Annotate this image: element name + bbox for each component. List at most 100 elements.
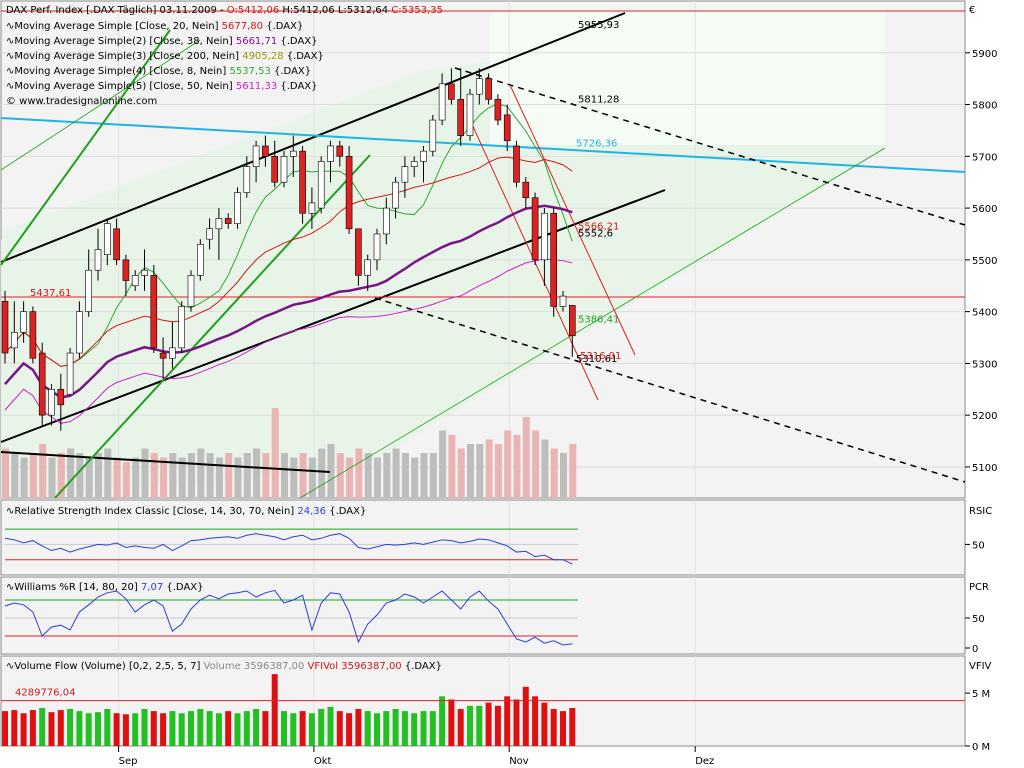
price-tick-label: 5700	[972, 152, 997, 163]
volume-flow-bar	[188, 711, 194, 746]
volume-flow-bar	[234, 713, 241, 746]
volume-flow-bar	[401, 711, 408, 746]
green-steep-line-1	[0, 29, 171, 266]
candle-body	[206, 228, 213, 240]
volume-flow-bar	[364, 711, 371, 746]
volume-flow-bar	[262, 711, 269, 746]
volume-flow-bar	[150, 711, 157, 746]
price-volume-bar	[485, 439, 493, 498]
price-volume-bar	[336, 453, 344, 498]
candle-body	[187, 275, 195, 307]
rsi-line	[4, 533, 573, 565]
price-volume-bar	[374, 457, 381, 498]
volume-flow-bar	[178, 713, 185, 746]
candle-body	[29, 311, 37, 359]
volume-flow-bar	[550, 709, 557, 746]
williams-tick-label: 0	[972, 644, 978, 655]
ma38-line	[4, 204, 573, 399]
price-volume-bar	[429, 453, 437, 498]
candle-body	[141, 269, 148, 276]
rsi-tick-label: 50	[972, 540, 985, 551]
volume-flow-bar	[541, 702, 548, 746]
price-volume-bar	[318, 448, 326, 498]
volume-flow-bar	[318, 709, 325, 746]
volume-flow-bar	[67, 709, 74, 746]
legend-entry: ∿Moving Average Simple(2) [Close, 38, Ne…	[6, 36, 318, 47]
volume-flow-bar	[504, 696, 511, 746]
volume-flow-bar	[225, 711, 232, 746]
currency-label: €	[969, 5, 975, 16]
volume-flow-bar	[290, 713, 297, 746]
volume-flow-bar	[132, 713, 139, 746]
price-tick-label: 5600	[972, 204, 997, 215]
rsi-panel	[0, 499, 966, 576]
candle-body	[159, 352, 167, 359]
volume-flow-bar	[95, 712, 101, 746]
candle-body	[327, 145, 334, 162]
price-volume-bar	[494, 444, 502, 498]
price-volume-bar	[271, 408, 279, 498]
volume-flow-bar	[271, 674, 278, 746]
upper-dashed-line	[454, 67, 966, 226]
candle-body	[280, 156, 288, 183]
lower-dashed-line	[374, 297, 966, 483]
price-tick-label: 5900	[972, 49, 997, 60]
candle-body	[392, 181, 399, 209]
price-volume-bar	[113, 457, 121, 498]
price-tick-label: 5500	[972, 256, 997, 267]
williams-panel	[0, 576, 966, 655]
price-volume-bar	[467, 444, 474, 498]
candle-body	[215, 218, 223, 230]
volume-flow-bar	[39, 707, 46, 746]
volume-flow-bar	[420, 711, 427, 746]
candle-body	[252, 145, 260, 167]
price-volume-bar	[215, 457, 223, 498]
price-header-text: DAX Perf. Index [.DAX Täglich] 03.11.200…	[6, 5, 443, 16]
volume-flow-bar	[569, 707, 576, 746]
price-volume-bar	[95, 453, 102, 498]
price-annotation: 5437,61	[30, 288, 71, 299]
price-volume-bar	[160, 457, 168, 498]
price-volume-bar	[150, 453, 158, 498]
price-volume-bar	[560, 453, 567, 498]
candle-body	[131, 275, 139, 287]
candle-body	[271, 156, 279, 183]
candle-body	[401, 166, 409, 183]
candle-body	[48, 388, 55, 416]
x-tick-label: Dez	[695, 756, 714, 767]
candle-body	[85, 269, 92, 312]
price-volume-bar	[104, 448, 112, 498]
candle-body	[94, 249, 102, 271]
candle-body	[466, 93, 474, 136]
candle-body	[531, 197, 539, 261]
candle-body	[513, 145, 520, 183]
candle-body	[503, 114, 511, 142]
ma8-line	[4, 103, 573, 367]
price-volume-bar	[569, 444, 577, 498]
volume-flow-bar	[169, 711, 176, 746]
price-header: DAX Perf. Index [.DAX Täglich] 03.11.200…	[6, 5, 443, 107]
candle-body	[317, 161, 325, 209]
price-volume-bar	[522, 417, 530, 498]
price-tick-label: 5300	[972, 359, 997, 370]
price-tick-label: 5100	[972, 463, 997, 474]
volume-axis-title: VFIV	[969, 661, 992, 672]
volume-flow-bar	[281, 711, 287, 746]
candle-body	[382, 207, 390, 235]
red-trendline-2	[509, 84, 636, 356]
volume-flow-bar	[253, 709, 260, 746]
price-tick-label: 5800	[972, 101, 997, 112]
candle-body	[150, 275, 158, 349]
price-volume-bar	[169, 453, 177, 498]
price-volume-bar	[243, 453, 251, 498]
volume-flow-bar	[494, 705, 501, 746]
price-volume-bar	[420, 453, 428, 498]
volume-flow-bar	[336, 711, 343, 746]
candle-body	[224, 218, 232, 224]
price-volume-bar	[513, 435, 521, 498]
price-annotation: 5726,36	[576, 139, 617, 150]
candle-body	[122, 259, 130, 281]
upper-channel-line	[0, 12, 626, 263]
price-volume-bar	[281, 453, 288, 498]
